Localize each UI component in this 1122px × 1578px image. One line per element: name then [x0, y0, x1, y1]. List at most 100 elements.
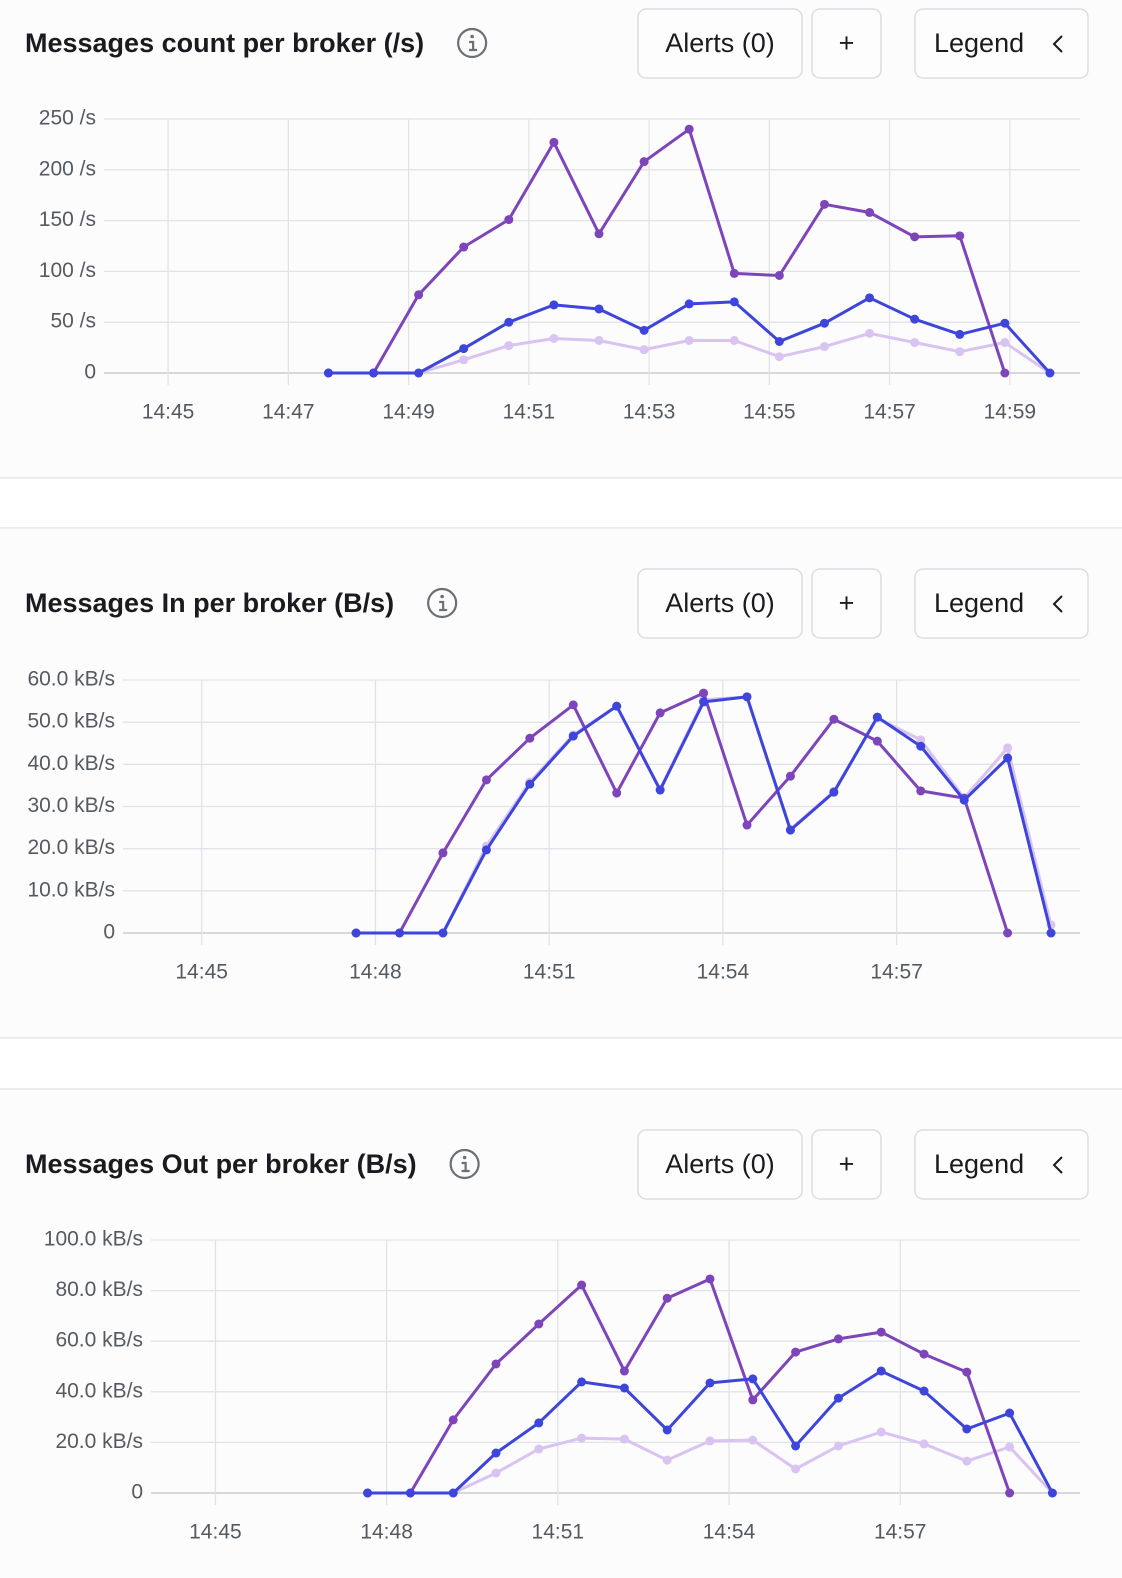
y-tick-label: 10.0 kB/s — [27, 878, 115, 901]
x-tick-label: 14:48 — [360, 1521, 413, 1544]
data-point — [414, 368, 424, 378]
data-point — [612, 788, 622, 798]
data-point — [729, 297, 739, 307]
toolbar-button[interactable]: Alerts (0) — [637, 8, 803, 79]
data-point — [577, 1377, 587, 1387]
data-point — [594, 335, 604, 345]
data-point — [577, 1433, 587, 1443]
info-icon[interactable] — [457, 27, 488, 59]
x-tick-label: 14:57 — [874, 1521, 927, 1544]
info-stem — [439, 600, 448, 612]
data-point — [791, 1347, 801, 1357]
data-point — [684, 124, 694, 134]
toolbar-button[interactable]: Alerts (0) — [637, 1129, 803, 1200]
toolbar-button[interactable]: Legend — [914, 1129, 1089, 1200]
info-icon[interactable] — [449, 1148, 480, 1180]
data-point — [742, 692, 752, 702]
data-point — [1000, 338, 1010, 348]
data-point — [955, 329, 965, 339]
data-point — [729, 268, 739, 278]
data-point — [829, 714, 839, 724]
data-point — [748, 1374, 758, 1384]
data-point — [1005, 1442, 1015, 1452]
data-point — [876, 1366, 886, 1376]
data-point — [955, 347, 965, 357]
toolbar-button[interactable]: + — [811, 1129, 882, 1200]
data-point — [549, 333, 559, 343]
chevron-icon — [1052, 35, 1063, 53]
data-point — [504, 317, 514, 327]
data-point — [962, 1456, 972, 1466]
button-box — [637, 1129, 803, 1200]
data-point — [865, 293, 875, 303]
data-point — [481, 845, 491, 855]
data-point — [876, 1427, 886, 1437]
data-point — [774, 337, 784, 347]
x-tick-label: 14:59 — [984, 401, 1037, 424]
button-box — [811, 8, 882, 79]
data-point — [1005, 1408, 1015, 1418]
data-point — [491, 1448, 501, 1458]
data-point — [699, 697, 709, 707]
toolbar-button[interactable]: + — [811, 8, 882, 79]
y-tick-label: 40.0 kB/s — [55, 1379, 143, 1402]
x-tick-label: 14:51 — [532, 1521, 585, 1544]
button-label: Legend — [934, 588, 1024, 618]
data-point — [395, 928, 405, 938]
toolbar-button[interactable]: Alerts (0) — [637, 568, 803, 639]
button-box — [637, 568, 803, 639]
data-point — [448, 1488, 458, 1498]
data-point — [962, 1367, 972, 1377]
button-label: Alerts (0) — [665, 588, 775, 618]
data-point — [655, 708, 665, 718]
data-point — [459, 355, 469, 365]
data-point — [534, 1418, 544, 1428]
chart-panel: Messages Out per broker (B/s) Alerts (0) +… — [0, 1088, 1122, 1578]
data-point — [351, 928, 361, 938]
data-point — [742, 820, 752, 830]
info-icon[interactable] — [427, 587, 458, 619]
data-point — [865, 328, 875, 338]
chart-title: Messages Out per broker (B/s) — [25, 1149, 417, 1179]
data-point — [962, 1424, 972, 1434]
y-tick-label: 30.0 kB/s — [27, 794, 115, 817]
x-tick-label: 14:51 — [503, 401, 556, 424]
x-tick-label: 14:57 — [863, 401, 916, 424]
data-point — [525, 733, 535, 743]
data-point — [438, 928, 448, 938]
button-box — [914, 1129, 1089, 1200]
toolbar-button[interactable]: Legend — [914, 8, 1089, 79]
chart-panel: Messages In per broker (B/s) Alerts (0) + L… — [0, 527, 1122, 1039]
data-point — [568, 700, 578, 710]
button-label: + — [839, 588, 855, 618]
data-point — [919, 1386, 929, 1396]
data-point — [662, 1293, 672, 1303]
data-point — [1045, 368, 1055, 378]
data-point — [959, 795, 969, 805]
data-point — [662, 1425, 672, 1435]
toolbar-button[interactable]: Legend — [914, 568, 1089, 639]
series-line — [328, 127, 1007, 375]
data-point — [1003, 928, 1013, 938]
data-point — [525, 779, 535, 789]
button-box — [811, 568, 882, 639]
data-point — [459, 242, 469, 252]
data-point — [774, 352, 784, 362]
data-point — [699, 688, 709, 698]
toolbar-button[interactable]: + — [811, 568, 882, 639]
data-point — [872, 736, 882, 746]
data-point — [491, 1359, 501, 1369]
data-point — [438, 848, 448, 858]
data-point — [1005, 1488, 1015, 1498]
info-stem — [469, 40, 478, 52]
button-label: + — [839, 1149, 855, 1179]
data-point — [872, 712, 882, 722]
info-stem — [461, 1161, 470, 1173]
data-point — [955, 231, 965, 241]
data-point — [829, 787, 839, 797]
button-label: Legend — [934, 1149, 1024, 1179]
data-point — [594, 229, 604, 239]
chart-title: Messages In per broker (B/s) — [25, 588, 394, 618]
data-point — [504, 341, 514, 351]
data-point — [785, 771, 795, 781]
